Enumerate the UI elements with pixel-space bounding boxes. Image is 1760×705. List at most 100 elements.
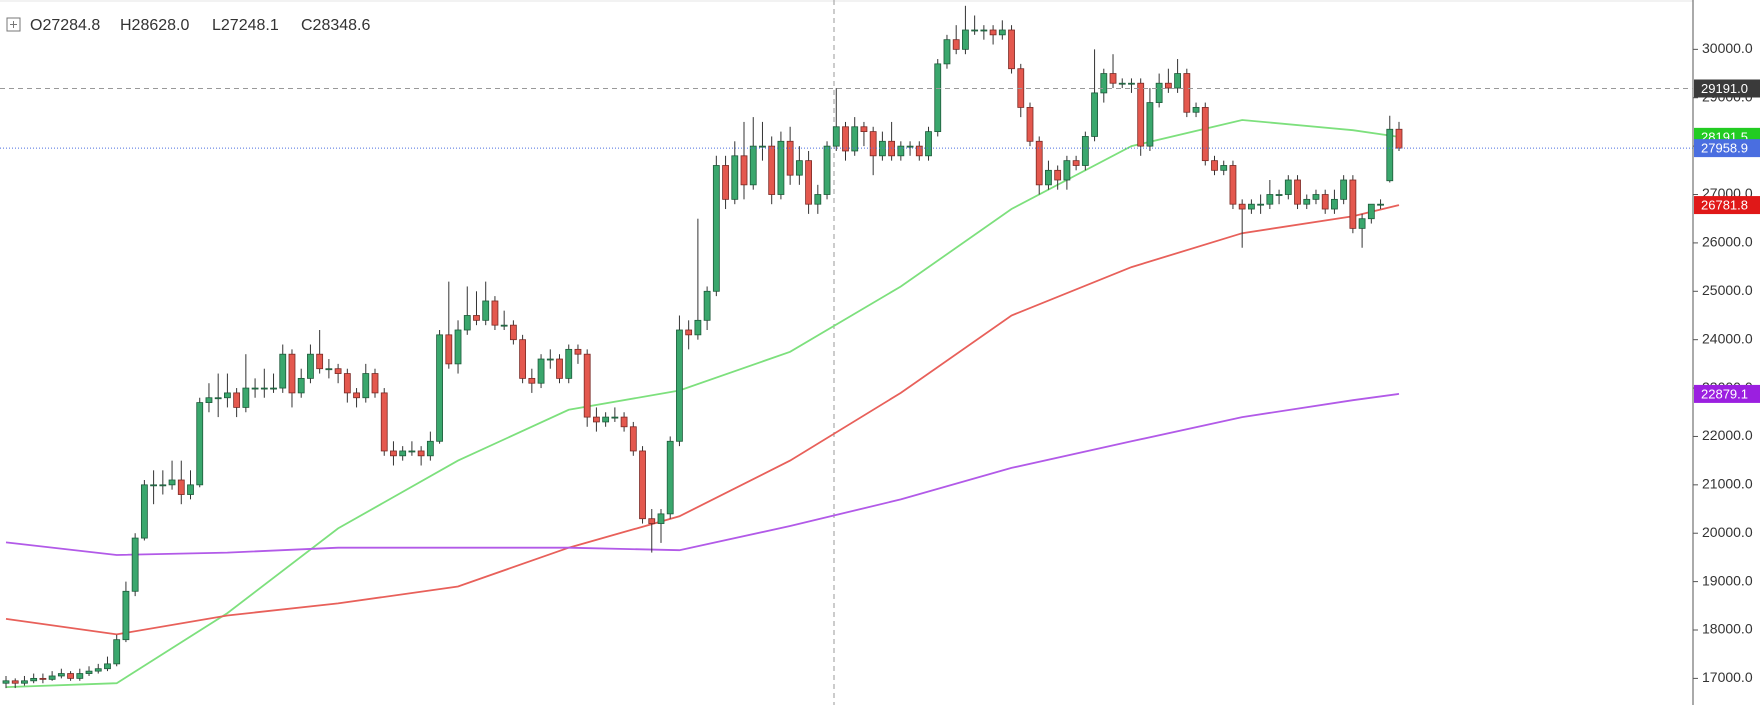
candle-body	[187, 484, 194, 495]
candle-body	[1109, 73, 1117, 84]
candle-body	[371, 373, 379, 394]
candle-body	[1294, 179, 1301, 205]
y-tick-label: 21000.0	[1702, 476, 1753, 492]
candle-body	[205, 397, 213, 403]
candle-body	[583, 353, 591, 418]
price-badge-label: 27958.9	[1701, 141, 1748, 156]
candle-body	[574, 348, 582, 355]
candle-body	[94, 668, 102, 672]
candle-body	[925, 131, 932, 157]
candle-body	[1155, 82, 1163, 103]
candle-body	[832, 126, 840, 147]
candle-body	[1331, 198, 1338, 210]
candle-body	[1045, 169, 1052, 186]
plot	[2, 5, 1403, 689]
candle-body	[30, 677, 38, 682]
candle-body	[196, 402, 204, 486]
candle-body	[768, 145, 776, 195]
candle-body	[251, 387, 259, 390]
candle-body	[593, 416, 600, 423]
candle-body	[1395, 128, 1403, 149]
candle-body	[445, 334, 453, 365]
candle-body	[556, 358, 563, 379]
candle-body	[1081, 136, 1089, 166]
candle-body	[860, 126, 868, 133]
candle-body	[703, 290, 711, 321]
candle-body	[288, 353, 296, 394]
moving-average-line	[5, 119, 1400, 688]
candle-body	[620, 416, 628, 428]
header-icon	[6, 17, 21, 32]
candle-body	[1137, 82, 1145, 147]
candle-body	[21, 680, 28, 684]
price-badge	[1694, 79, 1760, 98]
price-badge	[1694, 196, 1760, 215]
candle-body	[823, 145, 831, 195]
candle-body	[316, 353, 324, 370]
candle-body	[1026, 107, 1034, 142]
price-badge-label: 22879.1	[1701, 386, 1748, 401]
candle-body	[482, 300, 490, 321]
candle-body	[436, 334, 443, 442]
candle-body	[343, 373, 351, 394]
candle-body	[140, 484, 148, 539]
candle-body	[989, 29, 997, 36]
candle-body	[325, 368, 333, 371]
candle-body	[1229, 165, 1237, 205]
candle-body	[906, 145, 914, 148]
y-tick-label: 24000.0	[1702, 330, 1753, 346]
candle-body	[777, 140, 785, 195]
candle-body	[639, 450, 646, 520]
candle-body	[67, 673, 74, 679]
moving-average-line	[5, 393, 1400, 556]
candle-body	[1275, 194, 1283, 196]
candle-body	[307, 353, 314, 379]
candle-body	[380, 392, 388, 452]
candle-body	[805, 160, 812, 205]
price-badge-label: 29191.0	[1701, 81, 1748, 96]
candle-body	[104, 663, 111, 670]
candle-body	[685, 329, 693, 336]
candle-body	[279, 353, 287, 389]
header-open: O27284.8	[30, 17, 100, 34]
candle-body	[491, 300, 499, 326]
candle-body	[1183, 73, 1191, 113]
candle-body	[712, 165, 720, 292]
candle-body	[565, 348, 573, 379]
candle-body	[1321, 194, 1329, 210]
candle-body	[260, 387, 268, 390]
candle-body	[980, 29, 988, 32]
candle-body	[971, 29, 979, 32]
candle-body	[353, 392, 360, 399]
candle-body	[740, 155, 748, 186]
candle-body	[500, 324, 508, 327]
candle-body	[85, 670, 93, 674]
candle-body	[1072, 160, 1080, 166]
candle-body	[1091, 92, 1098, 137]
candle-body	[399, 450, 407, 457]
candle-body	[224, 392, 231, 399]
candle-body	[1118, 82, 1126, 85]
candle-body	[657, 513, 665, 524]
moving-average-line	[5, 204, 1400, 636]
candle-body	[334, 368, 342, 374]
y-tick-label: 17000.0	[1702, 669, 1753, 685]
candle-body	[1284, 179, 1292, 195]
candle-body	[1266, 194, 1274, 205]
candle-body	[749, 145, 757, 186]
candle-body	[943, 39, 951, 65]
candle-body	[611, 416, 619, 419]
candle-body	[666, 440, 674, 515]
candle-body	[1100, 73, 1108, 94]
candle-body	[602, 416, 610, 423]
candle-body	[1146, 102, 1154, 147]
candle-body	[390, 450, 397, 457]
candle-body	[537, 358, 545, 384]
candle-body	[1054, 169, 1062, 181]
candle-body	[122, 590, 130, 641]
y-tick-label: 18000.0	[1702, 621, 1753, 637]
candle-body	[1247, 203, 1255, 210]
candle-body	[1201, 107, 1209, 162]
